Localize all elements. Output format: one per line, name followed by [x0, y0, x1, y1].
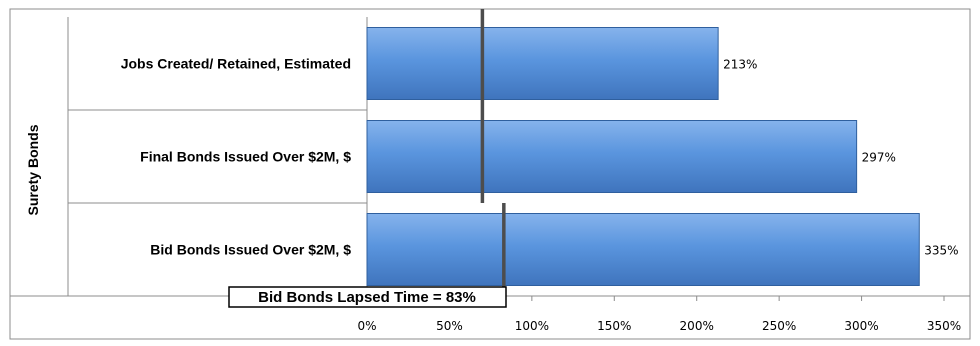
bars-layer [366, 27, 920, 286]
category-label: Bid Bonds Issued Over $2M, $ [150, 242, 351, 258]
reference-lines [480, 9, 506, 296]
x-tick-label: 0% [357, 319, 376, 333]
chart-frame [9, 8, 971, 340]
annotation-text: Bid Bonds Lapsed Time = 83% [258, 289, 476, 306]
x-tick-label: 150% [597, 319, 631, 333]
x-tick-label: 300% [844, 319, 878, 333]
bar [366, 213, 920, 286]
x-tick-label: 100% [515, 319, 549, 333]
x-tick-label: 200% [680, 319, 714, 333]
label-layer: 0% 50% 100% 150% 200% 250% 300% 350% Jobs Create… [121, 56, 961, 334]
data-label: 335% [924, 244, 958, 258]
x-tick-label: 350% [927, 319, 961, 333]
bar [366, 120, 858, 193]
annotation-box: Bid Bonds Lapsed Time = 83% [228, 286, 507, 308]
category-label: Final Bonds Issued Over $2M, $ [140, 149, 351, 165]
group-axis-label: Surety Bonds [25, 124, 41, 215]
data-label: 213% [723, 58, 757, 72]
category-label: Jobs Created/ Retained, Estimated [121, 56, 351, 72]
data-label: 297% [862, 151, 896, 165]
x-tick-label: 250% [762, 319, 796, 333]
bar [366, 27, 719, 100]
x-tick-label: 50% [436, 319, 463, 333]
